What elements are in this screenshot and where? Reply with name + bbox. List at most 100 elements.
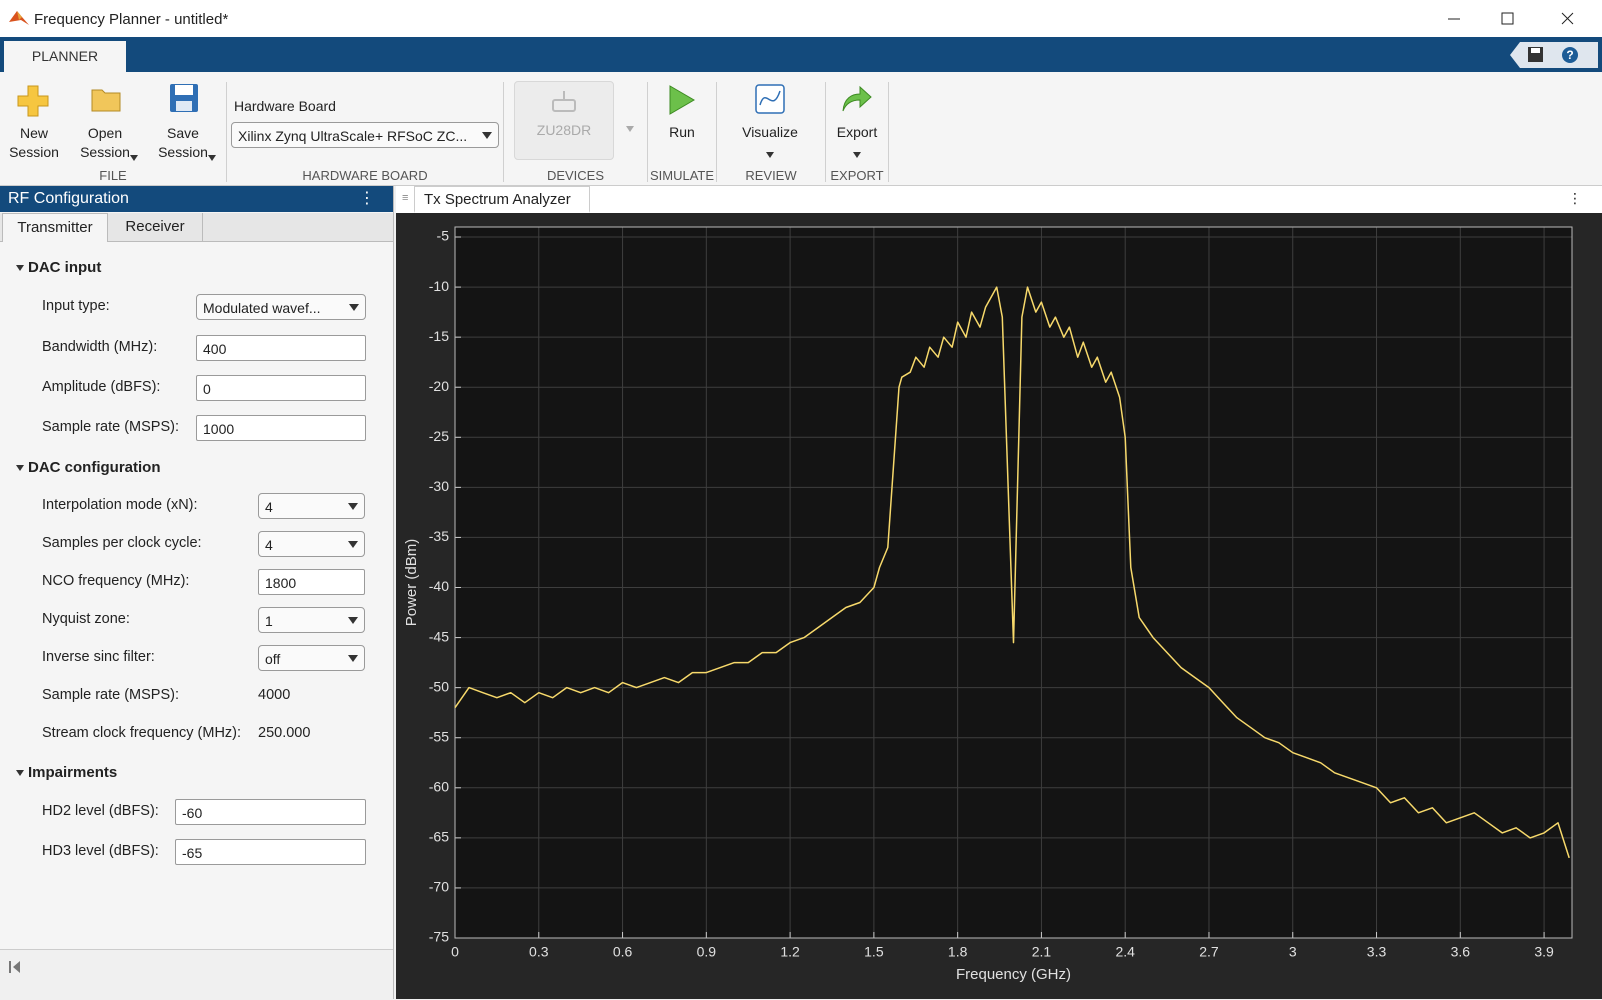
run-button[interactable]: Run — [652, 124, 712, 140]
x-axis-label: Frequency (GHz) — [956, 966, 1071, 983]
new-button[interactable]: NewSession — [4, 124, 64, 162]
field-value: 0 — [203, 381, 211, 397]
text-field[interactable]: -60 — [175, 799, 366, 825]
field-value: Modulated wavef... — [203, 300, 321, 316]
board-label: Hardware Board — [234, 98, 336, 114]
section-title: DAC input — [28, 259, 101, 276]
board-dropdown[interactable]: Xilinx Zynq UltraScale+ RFSoC ZC... — [231, 122, 499, 148]
save-button[interactable]: SaveSession — [150, 124, 216, 162]
analyzer-tab[interactable]: Tx Spectrum Analyzer — [414, 186, 590, 213]
y-tick-label: -5 — [437, 228, 450, 244]
y-tick-label: -40 — [429, 578, 449, 594]
x-tick-label: 1.5 — [864, 944, 884, 960]
field-label: HD3 level (dBFS): — [42, 843, 159, 859]
field-label: HD2 level (dBFS): — [42, 803, 159, 819]
spectrum-chart: 00.30.60.91.21.51.82.12.42.733.33.63.9-7… — [396, 213, 1602, 999]
dropdown-arrow — [626, 120, 638, 136]
text-field[interactable]: 1800 — [258, 569, 365, 595]
y-tick-label: -75 — [429, 929, 449, 945]
y-tick-label: -50 — [429, 678, 449, 694]
field-value: 4 — [265, 537, 273, 553]
field-label: Inverse sinc filter: — [42, 649, 155, 665]
dropdown-arrow — [348, 617, 358, 624]
panel-title: RF Configuration — [8, 190, 129, 207]
tab-menu[interactable]: ⋮ — [1568, 190, 1582, 207]
tab-grip: ≡ — [402, 192, 408, 204]
section-title: DAC configuration — [28, 459, 161, 476]
separator — [716, 82, 717, 182]
expander — [16, 265, 24, 271]
visualize-button[interactable]: Visualize — [730, 124, 810, 140]
field-value: 4 — [265, 499, 273, 515]
dropdown-arrow — [853, 146, 865, 162]
text-field[interactable]: 1000 — [196, 415, 366, 441]
field-label: Sample rate (MSPS): — [42, 687, 179, 703]
section-header[interactable]: DAC input — [16, 259, 101, 276]
button-label: New — [4, 124, 64, 143]
dropdown[interactable]: Modulated wavef... — [196, 294, 366, 320]
tab[interactable]: Transmitter — [2, 213, 108, 242]
visualize-icon — [754, 83, 786, 115]
dropdown-arrow — [348, 655, 358, 662]
x-tick-label: 1.2 — [780, 944, 800, 960]
x-tick-label: 2.4 — [1115, 944, 1135, 960]
new-icon — [16, 84, 52, 118]
quick-access[interactable]: ? — [1510, 42, 1598, 68]
y-tick-label: -55 — [429, 728, 449, 744]
device-label: ZU28DR — [515, 122, 613, 138]
field-label: Input type: — [42, 298, 110, 314]
panel-footer — [0, 949, 393, 1000]
group-label: FILE — [0, 168, 226, 183]
x-tick-label: 2.1 — [1032, 944, 1052, 960]
separator — [888, 82, 889, 182]
dropdown[interactable]: 4 — [258, 531, 365, 557]
separator — [647, 82, 648, 182]
x-tick-label: 0 — [451, 944, 459, 960]
dropdown-arrow — [349, 304, 359, 311]
field-label: Amplitude (dBFS): — [42, 379, 160, 395]
field-label: NCO frequency (MHz): — [42, 573, 189, 589]
expander — [16, 465, 24, 471]
y-tick-label: -65 — [429, 829, 449, 845]
collapse-icon[interactable] — [8, 960, 22, 974]
y-tick-label: -15 — [429, 328, 449, 344]
dropdown[interactable]: 4 — [258, 493, 365, 519]
window-controls[interactable] — [1440, 8, 1590, 30]
tab[interactable]: Receiver — [108, 213, 203, 241]
svg-text:?: ? — [1566, 48, 1573, 62]
group-label: EXPORT — [826, 168, 888, 183]
field-value: 1000 — [203, 421, 234, 437]
field-value: -60 — [182, 805, 202, 821]
text-field[interactable]: -65 — [175, 839, 366, 865]
button-label: Session — [72, 143, 138, 162]
open-button[interactable]: OpenSession — [72, 124, 138, 162]
dropdown-arrow — [130, 149, 142, 165]
field-value: 400 — [203, 341, 226, 357]
ribbon-tab[interactable]: PLANNER — [4, 41, 126, 72]
y-tick-label: -35 — [429, 528, 449, 544]
separator — [226, 82, 227, 182]
separator — [503, 82, 504, 182]
dropdown[interactable]: 1 — [258, 607, 365, 633]
y-tick-label: -10 — [429, 278, 449, 294]
dropdown[interactable]: off — [258, 645, 365, 671]
text-field[interactable]: 400 — [196, 335, 366, 361]
field-value: 1800 — [265, 575, 296, 591]
section-header[interactable]: DAC configuration — [16, 459, 161, 476]
field-label: Sample rate (MSPS): — [42, 419, 179, 435]
run-icon — [667, 84, 697, 116]
field-value: 4000 — [258, 687, 290, 703]
text-field[interactable]: 0 — [196, 375, 366, 401]
export-icon — [840, 84, 874, 114]
export-button[interactable]: Export — [827, 124, 887, 140]
button-label: Session — [4, 143, 64, 162]
field-label: Bandwidth (MHz): — [42, 339, 157, 355]
dropdown-arrow — [348, 503, 358, 510]
dropdown-arrow — [766, 146, 778, 162]
section-header[interactable]: Impairments — [16, 764, 117, 781]
device-button[interactable]: ZU28DR — [514, 81, 614, 160]
y-tick-label: -25 — [429, 428, 449, 444]
x-tick-label: 0.6 — [613, 944, 633, 960]
x-tick-label: 3.6 — [1451, 944, 1471, 960]
panel-menu[interactable]: ⋮ — [359, 186, 375, 212]
